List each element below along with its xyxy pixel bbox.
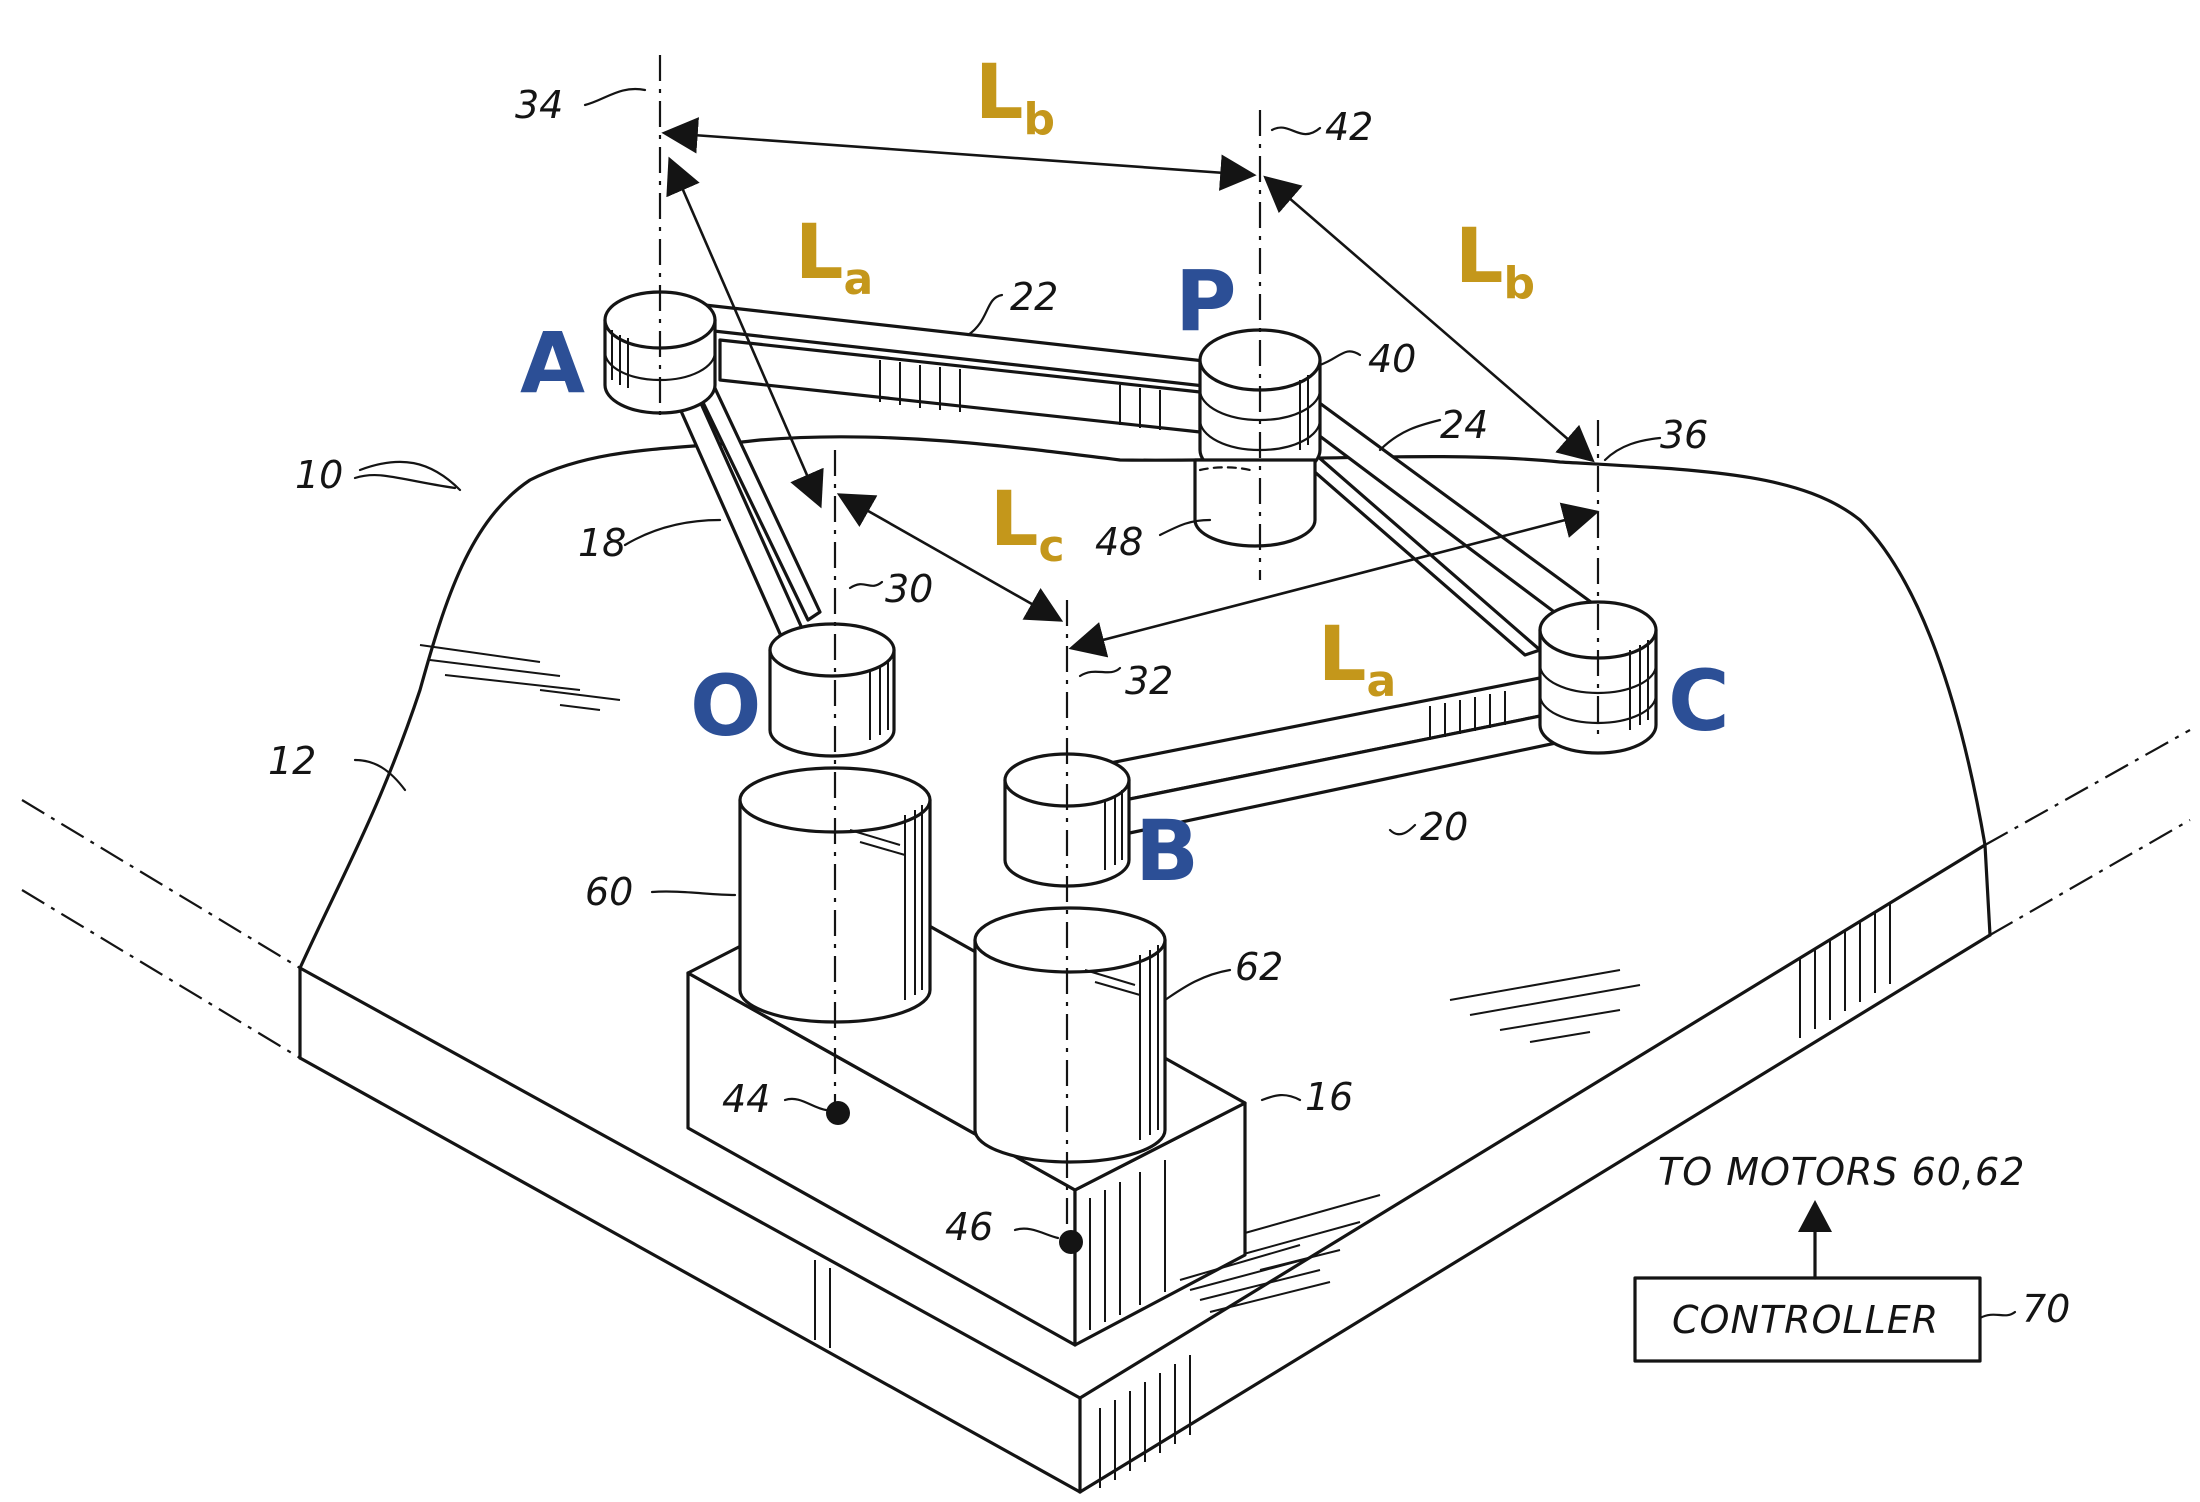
motors-label: TO MOTORS 60,62 [1658, 1150, 2025, 1194]
length-label-middle: Lc [990, 474, 1065, 572]
ref-34: 34 [515, 83, 563, 127]
controller-block: CONTROLLER TO MOTORS 60,62 [1633, 1150, 2025, 1363]
controller-label: CONTROLLER [1672, 1298, 1939, 1342]
point-label-C: C [1668, 652, 1730, 750]
ref-46: 46 [945, 1205, 993, 1249]
plate-edge-hatching [814, 904, 1891, 1488]
motor-62 [973, 906, 1167, 1164]
point-label-O: O [690, 657, 761, 755]
controller-box [1633, 1276, 1982, 1363]
ref-16: 16 [1305, 1075, 1353, 1119]
ref-60: 60 [585, 870, 633, 914]
length-middle-sub: c [1038, 521, 1064, 572]
length-label-top: Lb [975, 47, 1055, 145]
length-left-main: L [795, 207, 843, 296]
joint-P [1193, 328, 1322, 548]
length-lower-sub: a [1366, 656, 1396, 707]
joint-O [768, 622, 896, 758]
ref-40: 40 [1368, 337, 1416, 381]
length-top-main: L [975, 47, 1023, 136]
ref-22: 22 [1010, 275, 1058, 319]
ref-10: 10 [295, 453, 343, 497]
axis-dot-44 [826, 1101, 850, 1125]
ref-42: 42 [1325, 105, 1373, 149]
dimension-lines [661, 117, 1600, 658]
length-lower-main: L [1318, 609, 1366, 698]
leader-lines [353, 87, 2017, 1320]
surface-shading [419, 644, 1641, 1271]
ref-36: 36 [1660, 413, 1708, 457]
point-label-P: P [1175, 252, 1237, 350]
length-label-lower: La [1318, 609, 1396, 707]
length-middle-main: L [990, 474, 1038, 563]
ref-12: 12 [268, 739, 316, 783]
length-left-sub: a [843, 254, 873, 305]
length-right-main: L [1455, 211, 1503, 300]
ref-20: 20 [1420, 805, 1468, 849]
ref-62: 62 [1235, 945, 1283, 989]
axis-dot-46 [1059, 1230, 1083, 1254]
arrow-up-icon [1798, 1200, 1832, 1232]
length-label-left: La [795, 207, 873, 305]
length-label-right: Lb [1455, 211, 1535, 309]
link-22 [658, 298, 1242, 434]
ref-24: 24 [1440, 403, 1488, 447]
ref-32: 32 [1125, 659, 1173, 703]
housing-hatching [1089, 1160, 1331, 1330]
ref-18: 18 [578, 521, 626, 565]
ref-70: 70 [2022, 1287, 2070, 1331]
point-label-A: A [520, 314, 585, 412]
point-label-B: B [1135, 802, 1199, 900]
ref-30: 30 [885, 567, 933, 611]
ref-48: 48 [1095, 520, 1143, 564]
length-top-sub: b [1023, 94, 1055, 145]
length-right-sub: b [1503, 258, 1535, 309]
ref-44: 44 [722, 1077, 770, 1121]
